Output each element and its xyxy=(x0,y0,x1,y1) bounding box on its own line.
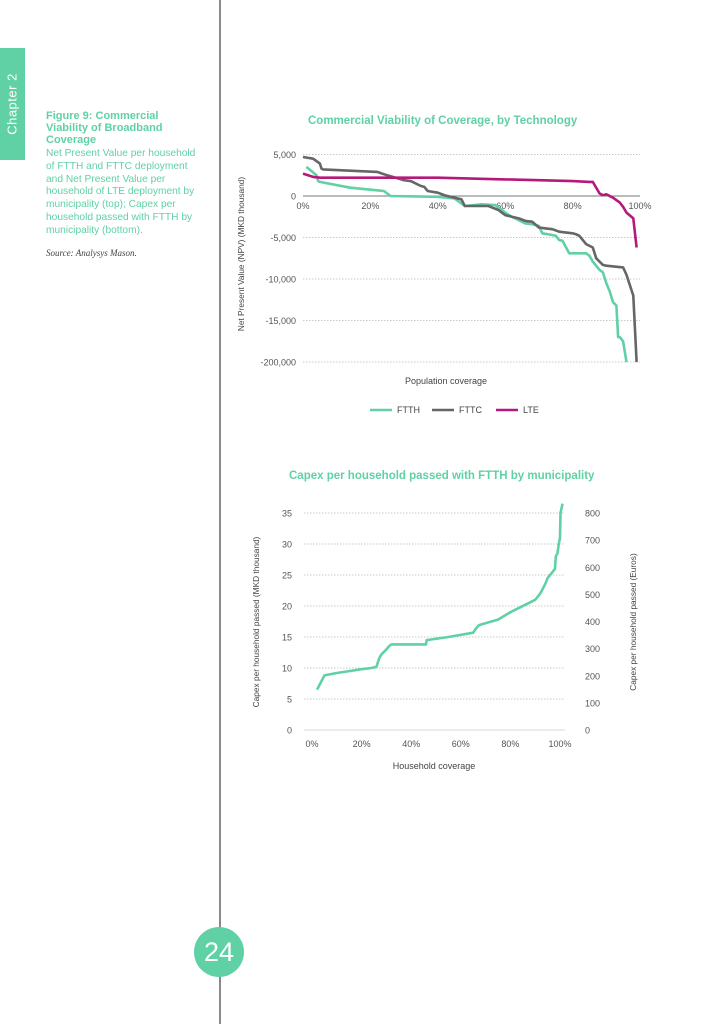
y2-tick-label: 500 xyxy=(585,590,600,600)
figure-caption: Figure 9: Commercial Viability of Broadb… xyxy=(46,110,196,258)
chart1-title: Commercial Viability of Coverage, by Tec… xyxy=(308,115,578,127)
y-tick-label: 10 xyxy=(282,664,292,674)
y2-tick-label: 300 xyxy=(585,644,600,654)
x-tick-label: 20% xyxy=(361,201,379,211)
series-line-lte xyxy=(302,172,638,248)
legend-label-ftth: FTTH xyxy=(397,405,420,415)
figure-description: Net Present Value per household of FTTH … xyxy=(46,148,196,236)
y2-tick-label: 100 xyxy=(585,698,600,708)
x-tick-label: 40% xyxy=(429,201,447,211)
x-tick-label: 60% xyxy=(452,739,470,749)
x-tick-label: 100% xyxy=(548,739,571,749)
y-tick-label: -10,000 xyxy=(265,275,296,285)
y-tick-label: 15 xyxy=(282,633,292,643)
legend-label-lte: LTE xyxy=(523,405,539,415)
page-divider xyxy=(219,0,221,1024)
y2-tick-label: 400 xyxy=(585,617,600,627)
x-tick-label: 0% xyxy=(296,201,309,211)
x-tick-label: 80% xyxy=(501,739,519,749)
y-tick-label: 0 xyxy=(287,726,292,736)
chart2-title: Capex per household passed with FTTH by … xyxy=(289,470,595,482)
figure-source: Source: Analysys Mason. xyxy=(46,247,137,258)
y-tick-label: 0 xyxy=(291,192,296,202)
y-tick-label: 20 xyxy=(282,602,292,612)
figure-title: Figure 9: Commercial Viability of Broadb… xyxy=(46,110,163,146)
y2-tick-label: 0 xyxy=(585,726,590,736)
y-tick-label: 5 xyxy=(287,695,292,705)
y-tick-label: 5,000 xyxy=(273,150,296,160)
x-tick-label: 0% xyxy=(305,739,318,749)
y2-axis-label: Capex per household passed (Euros) xyxy=(628,553,638,691)
x-axis-label: Household coverage xyxy=(393,761,476,771)
series-line-ftth xyxy=(305,165,628,363)
x-axis-label: Population coverage xyxy=(405,376,487,386)
x-tick-label: 60% xyxy=(496,201,514,211)
y2-tick-label: 800 xyxy=(585,509,600,519)
x-tick-label: 20% xyxy=(353,739,371,749)
y-tick-label: -15,000 xyxy=(265,316,296,326)
y2-tick-label: 200 xyxy=(585,671,600,681)
page-number: 24 xyxy=(194,927,244,977)
y-tick-label: 35 xyxy=(282,509,292,519)
x-tick-label: 80% xyxy=(564,201,582,211)
y-axis-label: Capex per household passed (MKD thousand… xyxy=(251,536,261,707)
y2-tick-label: 700 xyxy=(585,536,600,546)
y-tick-label: -200,000 xyxy=(260,358,296,368)
capex-chart: 0 5 10 15 20 25 30 35 0 100 200 300 400 500 600 700 800 0… xyxy=(251,503,638,771)
y-axis-label: Net Present Value (NPV) (MKD thousand) xyxy=(236,177,246,332)
chapter-tab: Chapter 2 xyxy=(0,48,25,160)
y-tick-label: 30 xyxy=(282,540,292,550)
x-tick-label: 40% xyxy=(402,739,420,749)
npv-chart: 5,000 0 -5,000 -10,000 -15,000 -200,000 0% 20% 4… xyxy=(236,150,652,415)
y-tick-label: -5,000 xyxy=(270,233,296,243)
series-line-ftth xyxy=(315,503,564,691)
y2-tick-label: 600 xyxy=(585,563,600,573)
y-tick-label: 25 xyxy=(282,571,292,581)
legend-label-fttc: FTTC xyxy=(459,405,482,415)
x-tick-label: 100% xyxy=(628,201,651,211)
